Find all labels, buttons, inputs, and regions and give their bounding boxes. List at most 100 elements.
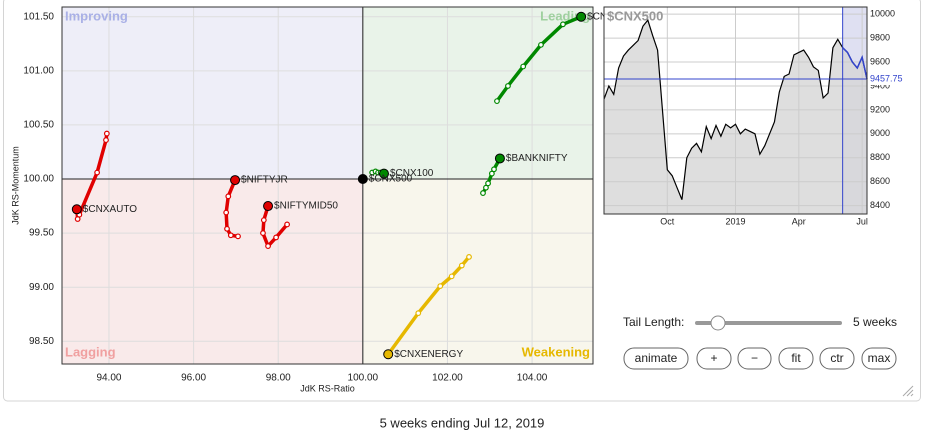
- quadrant: [62, 7, 363, 180]
- button-label: +: [710, 351, 717, 365]
- x-tick-label: 100.00: [348, 373, 379, 384]
- x-tick-label: 102.00: [432, 373, 463, 384]
- price-line: [603, 18, 868, 200]
- tail-point: [485, 180, 491, 187]
- tail-point: [74, 216, 81, 222]
- button-label: max: [868, 351, 891, 365]
- y-tick-label: 99.50: [29, 228, 54, 239]
- tail-point: [260, 230, 266, 237]
- quadrant: [362, 179, 593, 364]
- tail-point: [505, 83, 511, 89]
- button-frame: [778, 347, 814, 370]
- x-tick-label: Jul: [856, 216, 868, 226]
- button-frame: [623, 347, 689, 370]
- tail-point: [560, 21, 566, 28]
- head-point: [494, 153, 505, 164]
- tail-point: [225, 193, 232, 200]
- button-frame: [861, 347, 897, 370]
- y-tick-label: 9400: [870, 80, 890, 90]
- area: [604, 20, 867, 214]
- head-point: [230, 175, 241, 186]
- y-tick-label: 100.00: [23, 174, 54, 185]
- tail-point: [437, 283, 444, 290]
- slider-thumb[interactable]: [710, 315, 726, 331]
- tail-point: [265, 243, 271, 249]
- head-point: [378, 168, 389, 179]
- button-frame: [696, 347, 732, 370]
- resize-grip: [902, 385, 914, 397]
- tail-point: [103, 137, 109, 143]
- tail-point: [520, 63, 527, 70]
- y-tick-label: 99.00: [29, 282, 54, 293]
- x-axis-label: JdK RS-Ratio: [300, 383, 355, 393]
- tail-point: [235, 233, 241, 240]
- button-label: fit: [791, 351, 801, 365]
- x-tick-label: 2019: [725, 216, 745, 226]
- x-tick-label: 94.00: [96, 373, 121, 384]
- tail-point: [494, 98, 500, 105]
- last-value-label: 9457.75: [870, 73, 903, 83]
- tail-point: [227, 232, 234, 239]
- button[interactable]: fit: [778, 347, 814, 370]
- series-label: $CNXENERGY: [394, 349, 463, 360]
- quadrant: [62, 179, 363, 364]
- button[interactable]: ctr: [819, 347, 855, 370]
- x-tick-label: 98.00: [266, 373, 291, 384]
- button[interactable]: +: [696, 347, 732, 370]
- button-label: ctr: [830, 351, 843, 365]
- quadrant: [362, 7, 593, 180]
- head-point: [71, 204, 82, 215]
- y-axis-label: JdK RS-Momentum: [10, 146, 20, 225]
- tail-line: [495, 15, 582, 103]
- tail-point: [483, 184, 489, 191]
- tail-point: [284, 221, 290, 228]
- y-tick-label: 10000: [870, 9, 895, 19]
- y-tick-label: 8600: [870, 176, 890, 186]
- y-tick-label: 9000: [870, 128, 890, 138]
- series-label: $BANKNIFTY: [506, 153, 568, 164]
- tail-point: [94, 169, 101, 176]
- y-tick-label: 98.50: [29, 336, 54, 347]
- head-point: [576, 11, 587, 22]
- y-tick-label: 9800: [870, 32, 890, 42]
- tail-point: [448, 273, 455, 280]
- tail-point: [491, 166, 497, 173]
- head-point: [383, 349, 394, 360]
- tail-point: [260, 217, 267, 224]
- button-frame: [737, 347, 772, 370]
- plot-border: [61, 6, 594, 365]
- y-tick-label: 100.50: [23, 120, 54, 131]
- tail-value: 5 weeks: [853, 315, 897, 329]
- series-label: $CNX500: [369, 174, 413, 185]
- x-tick-label: Oct: [660, 216, 675, 226]
- button-frame: [819, 347, 855, 370]
- x-tick-label: 104.00: [517, 373, 548, 384]
- tail-line: [842, 47, 868, 80]
- last-value-bg: [869, 73, 909, 86]
- y-tick-label: 8400: [870, 200, 890, 210]
- tail-point: [273, 234, 279, 241]
- y-tick-label: 101.00: [23, 65, 54, 76]
- button[interactable]: −: [737, 347, 772, 370]
- button-label: animate: [635, 351, 678, 365]
- tail-point: [488, 170, 495, 177]
- quadrant-label: Lagging: [65, 344, 116, 359]
- x-tick-label: Apr: [792, 216, 806, 226]
- caption: 5 weeks ending Jul 12, 2019: [380, 415, 545, 430]
- quadrant-label: Weakening: [522, 344, 590, 359]
- y-tick-label: 101.50: [23, 11, 54, 22]
- x-tick-label: 96.00: [181, 373, 206, 384]
- series-label: $NIFTYJR: [241, 175, 288, 186]
- series-label: $CNX100: [390, 168, 434, 179]
- button[interactable]: animate: [623, 347, 689, 370]
- tail-point: [466, 253, 472, 260]
- button[interactable]: max: [861, 347, 897, 370]
- tail-point: [224, 225, 230, 232]
- tail-point: [103, 130, 110, 137]
- tail-point: [538, 41, 544, 48]
- tail-point: [223, 209, 230, 216]
- tail-label: Tail Length:: [623, 315, 684, 329]
- button-label: −: [751, 351, 758, 365]
- series-label: $CNXAUTO: [83, 204, 137, 215]
